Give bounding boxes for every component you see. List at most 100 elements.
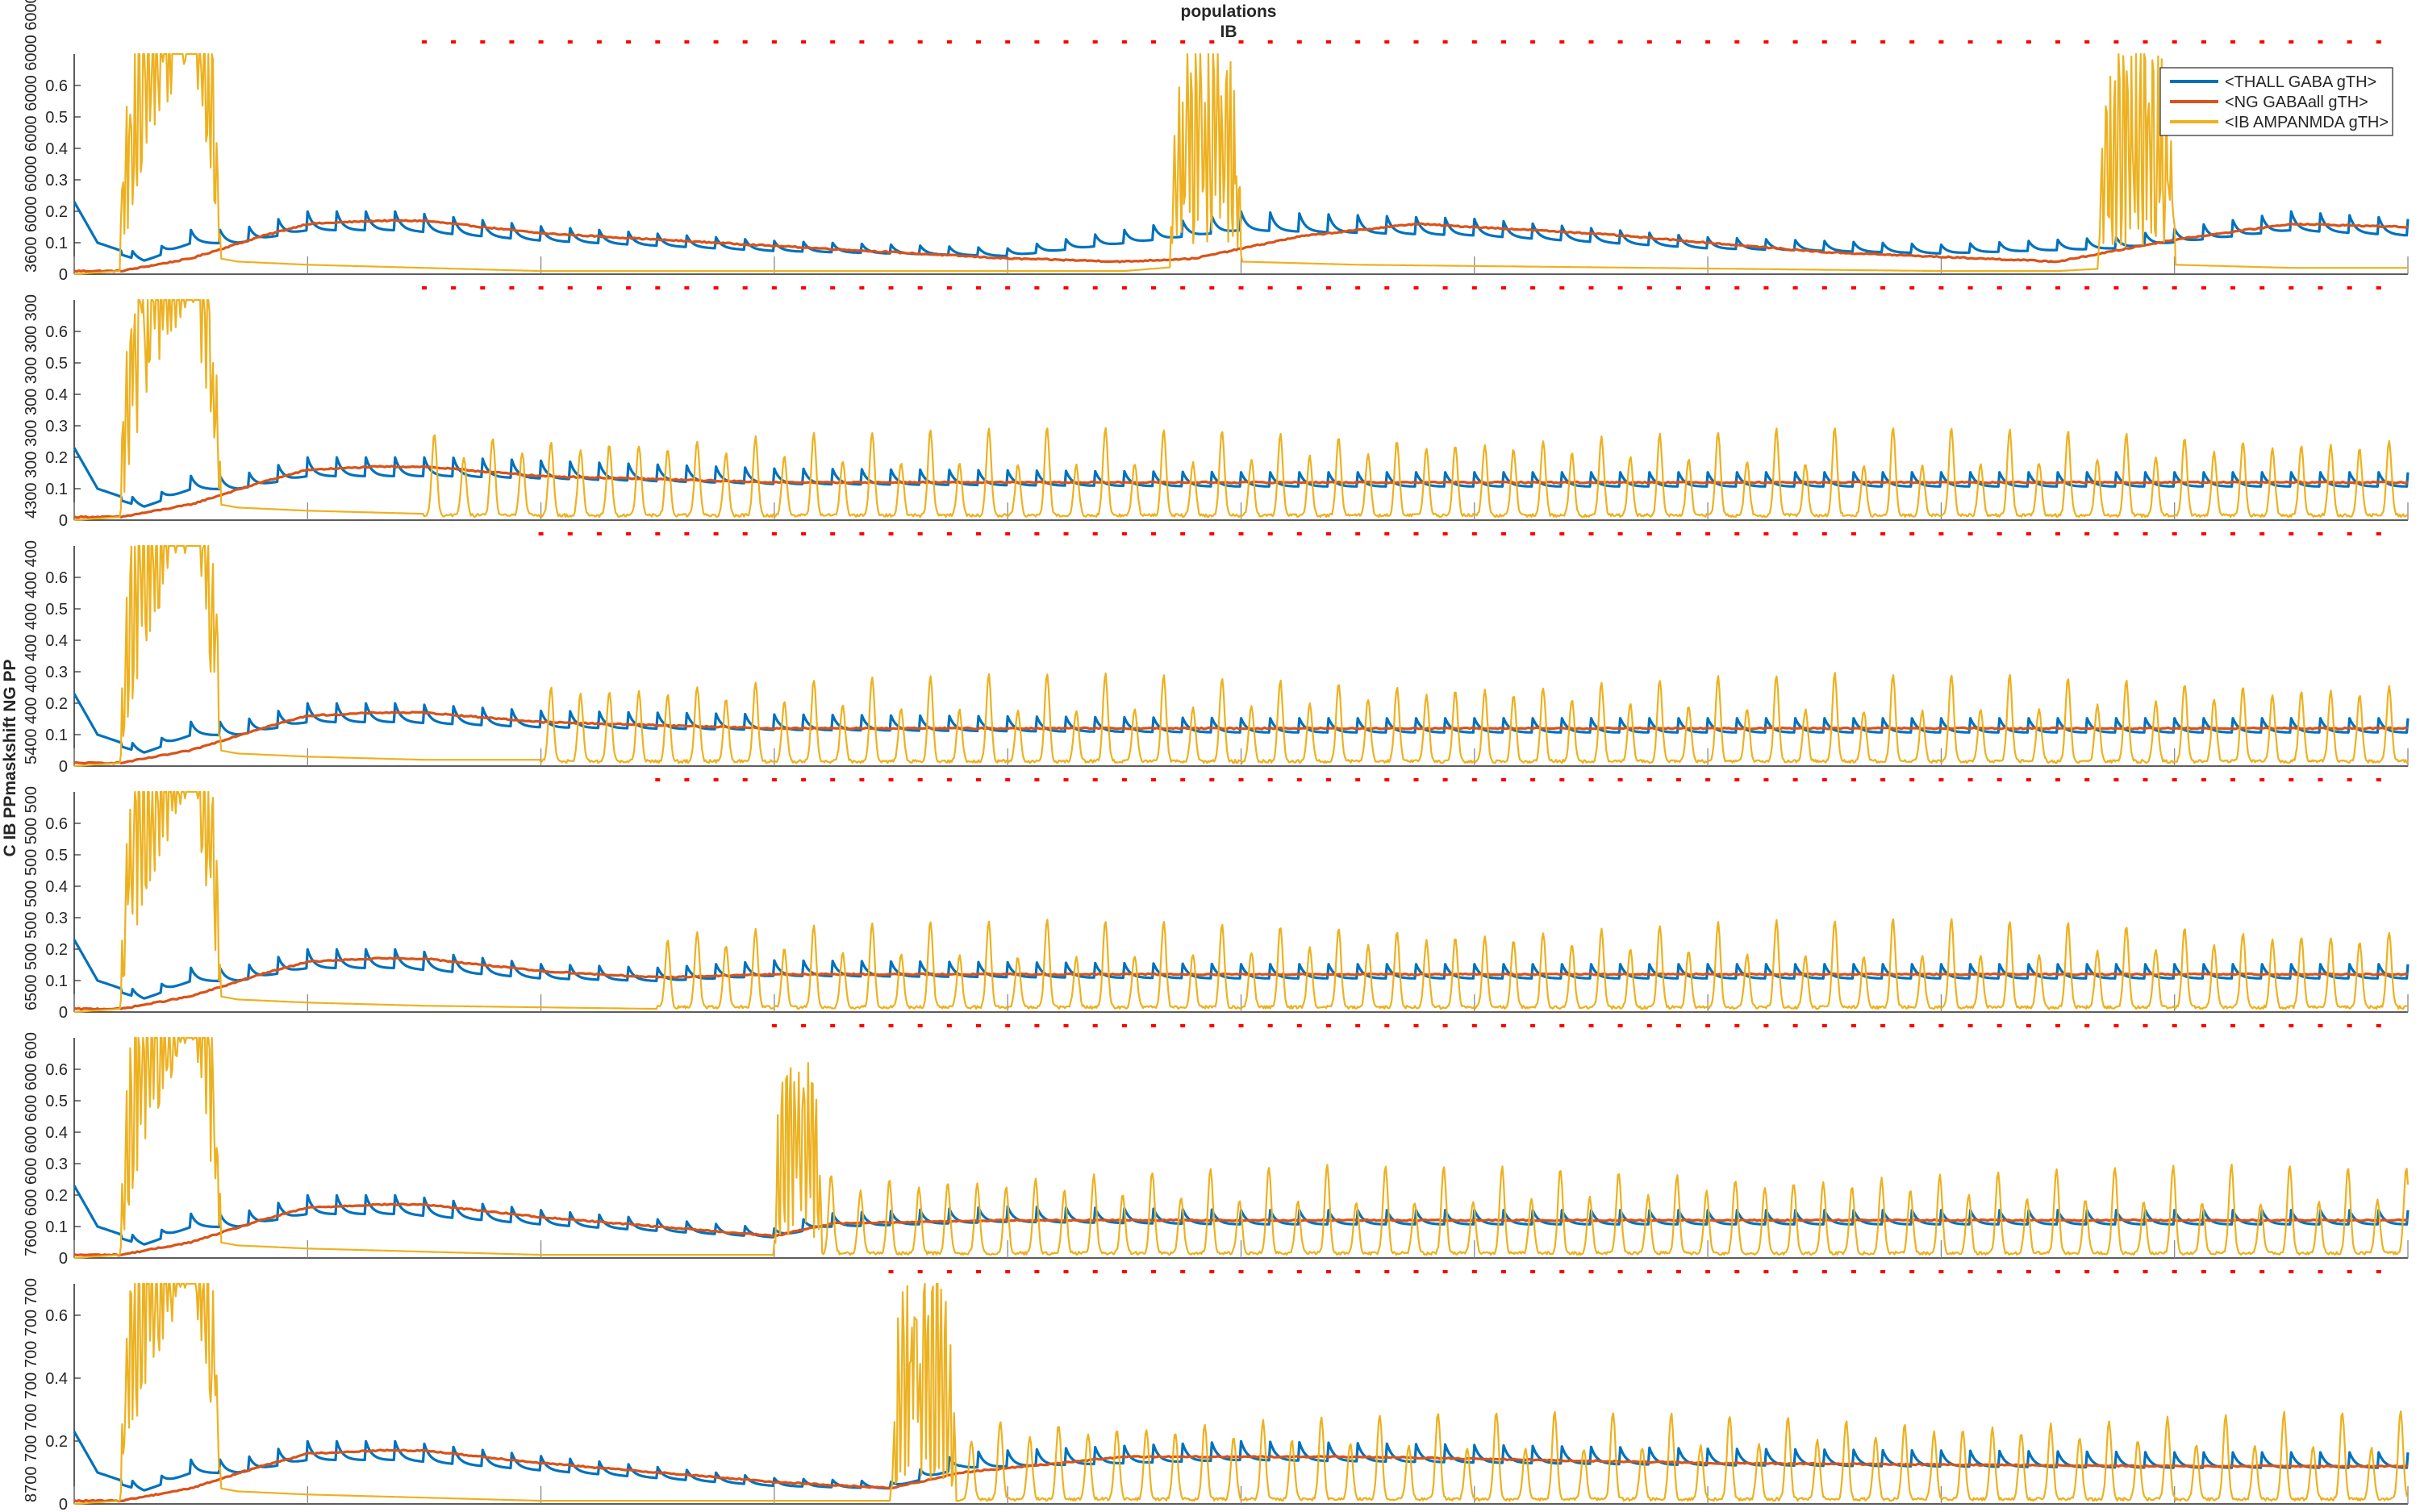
stimulus-marker <box>1063 532 1069 535</box>
stimulus-marker <box>1267 532 1273 535</box>
stimulus-marker <box>1996 778 2002 781</box>
stimulus-marker <box>2084 286 2090 289</box>
stimulus-marker <box>1705 778 1711 781</box>
stimulus-marker <box>1588 1270 1594 1273</box>
stimulus-marker <box>1180 532 1186 535</box>
stimulus-marker <box>2289 1024 2294 1027</box>
stimulus-marker <box>451 40 457 44</box>
stimulus-marker <box>1267 286 1273 289</box>
figure-subtitle: IB <box>1220 23 1237 41</box>
stimulus-marker <box>1821 40 1827 44</box>
stimulus-marker <box>946 286 952 289</box>
stimulus-marker <box>2172 778 2177 781</box>
stimulus-marker <box>771 1024 777 1027</box>
stimulus-marker <box>1705 1024 1711 1027</box>
stimulus-marker <box>2289 286 2294 289</box>
stimulus-marker <box>422 286 427 289</box>
stimulus-marker <box>538 286 544 289</box>
stimulus-marker <box>1413 286 1419 289</box>
series-thall-gaba-line <box>73 447 2410 508</box>
panel-3: 0 0.1 0.2 0.3 0.4 0.5 0.6 5400 400 400 400 400 … <box>23 532 2410 776</box>
stimulus-marker <box>1675 286 1681 289</box>
stimulus-marker <box>1850 532 1856 535</box>
stimulus-marker <box>1705 40 1711 44</box>
stimulus-marker <box>1238 40 1244 44</box>
stimulus-marker <box>1005 40 1011 44</box>
stimulus-marker <box>1471 532 1477 535</box>
stimulus-marker <box>1763 286 1769 289</box>
stimulus-marker <box>2230 532 2235 535</box>
stimulus-marker <box>2259 532 2265 535</box>
legend: <THALL GABA gTH> <NG GABAall gTH> <IB AMPA… <box>2159 67 2393 136</box>
stimulus-marker <box>1355 286 1361 289</box>
stimulus-marker <box>1063 1270 1069 1273</box>
stimulus-marker <box>976 778 981 781</box>
legend-entry: <THALL GABA gTH> <box>2225 73 2376 91</box>
stimulus-marker <box>1005 532 1011 535</box>
stimulus-marker <box>684 286 690 289</box>
panel-1-row-label: 3600 6000 6000 6000 6000 6000 6000 <box>23 0 40 273</box>
y-tick-label: 0.2 <box>45 449 68 467</box>
stimulus-marker <box>1151 40 1156 44</box>
stimulus-marker <box>1384 40 1390 44</box>
stimulus-marker <box>830 532 836 535</box>
stimulus-marker <box>859 1024 865 1027</box>
stimulus-marker <box>2376 1024 2381 1027</box>
stimulus-marker <box>1442 1024 1448 1027</box>
stimulus-marker <box>1938 40 1944 44</box>
stimulus-marker <box>1821 1024 1827 1027</box>
stimulus-marker <box>1588 1024 1594 1027</box>
y-axis-label: C IB PPmaskshift NG PP <box>1 659 19 856</box>
stimulus-marker <box>917 286 923 289</box>
stimulus-marker <box>1675 40 1681 44</box>
stimulus-marker <box>2084 1270 2090 1273</box>
stimulus-marker <box>2347 778 2352 781</box>
stimulus-marker <box>1267 778 1273 781</box>
stimulus-marker <box>1967 1270 1973 1273</box>
stimulus-marker <box>1675 532 1681 535</box>
series-ng-gabaall-line <box>74 710 2409 765</box>
stimulus-marker <box>655 40 661 44</box>
stimulus-marker <box>1559 778 1565 781</box>
y-tick-label: 0.4 <box>45 140 68 158</box>
stimulus-marker <box>567 286 573 289</box>
panel-6-row-label: 8700 700 700 700 700 700 700 <box>23 1278 40 1502</box>
stimulus-marker <box>1005 1270 1011 1273</box>
stimulus-marker <box>1121 778 1127 781</box>
stimulus-marker <box>2055 1024 2060 1027</box>
stimulus-marker <box>655 778 661 781</box>
stimulus-marker <box>1355 1024 1361 1027</box>
stimulus-marker <box>1646 40 1652 44</box>
stimulus-marker <box>2201 1270 2206 1273</box>
stimulus-marker <box>1880 778 1886 781</box>
stimulus-marker <box>1471 1024 1477 1027</box>
stimulus-marker <box>2113 778 2119 781</box>
stimulus-marker <box>2230 778 2235 781</box>
stimulus-marker <box>1063 1024 1069 1027</box>
stimulus-marker <box>1326 532 1331 535</box>
stimulus-marker <box>2376 778 2381 781</box>
stimulus-marker <box>2084 1024 2090 1027</box>
stimulus-marker <box>1296 286 1302 289</box>
stimulus-marker <box>1121 1270 1127 1273</box>
stimulus-marker <box>422 40 427 44</box>
stimulus-marker <box>1588 40 1594 44</box>
stimulus-marker <box>1501 532 1506 535</box>
stimulus-marker <box>1821 1270 1827 1273</box>
y-tick-label: 0.1 <box>45 1218 68 1236</box>
stimulus-marker <box>2201 778 2206 781</box>
stimulus-marker <box>859 40 865 44</box>
y-tick-label: 0.6 <box>45 815 68 833</box>
stimulus-marker <box>1559 1270 1565 1273</box>
y-tick-label: 0.3 <box>45 910 68 927</box>
y-tick-label: 0.3 <box>45 172 68 190</box>
stimulus-marker <box>1092 1024 1098 1027</box>
stimulus-marker <box>859 532 865 535</box>
stimulus-marker <box>1092 286 1098 289</box>
stimulus-marker <box>2026 1270 2031 1273</box>
stimulus-marker <box>1792 286 1798 289</box>
y-tick-label: 0.5 <box>45 1093 68 1110</box>
stimulus-marker <box>2026 1024 2031 1027</box>
stimulus-marker <box>946 1270 952 1273</box>
stimulus-marker <box>859 778 865 781</box>
